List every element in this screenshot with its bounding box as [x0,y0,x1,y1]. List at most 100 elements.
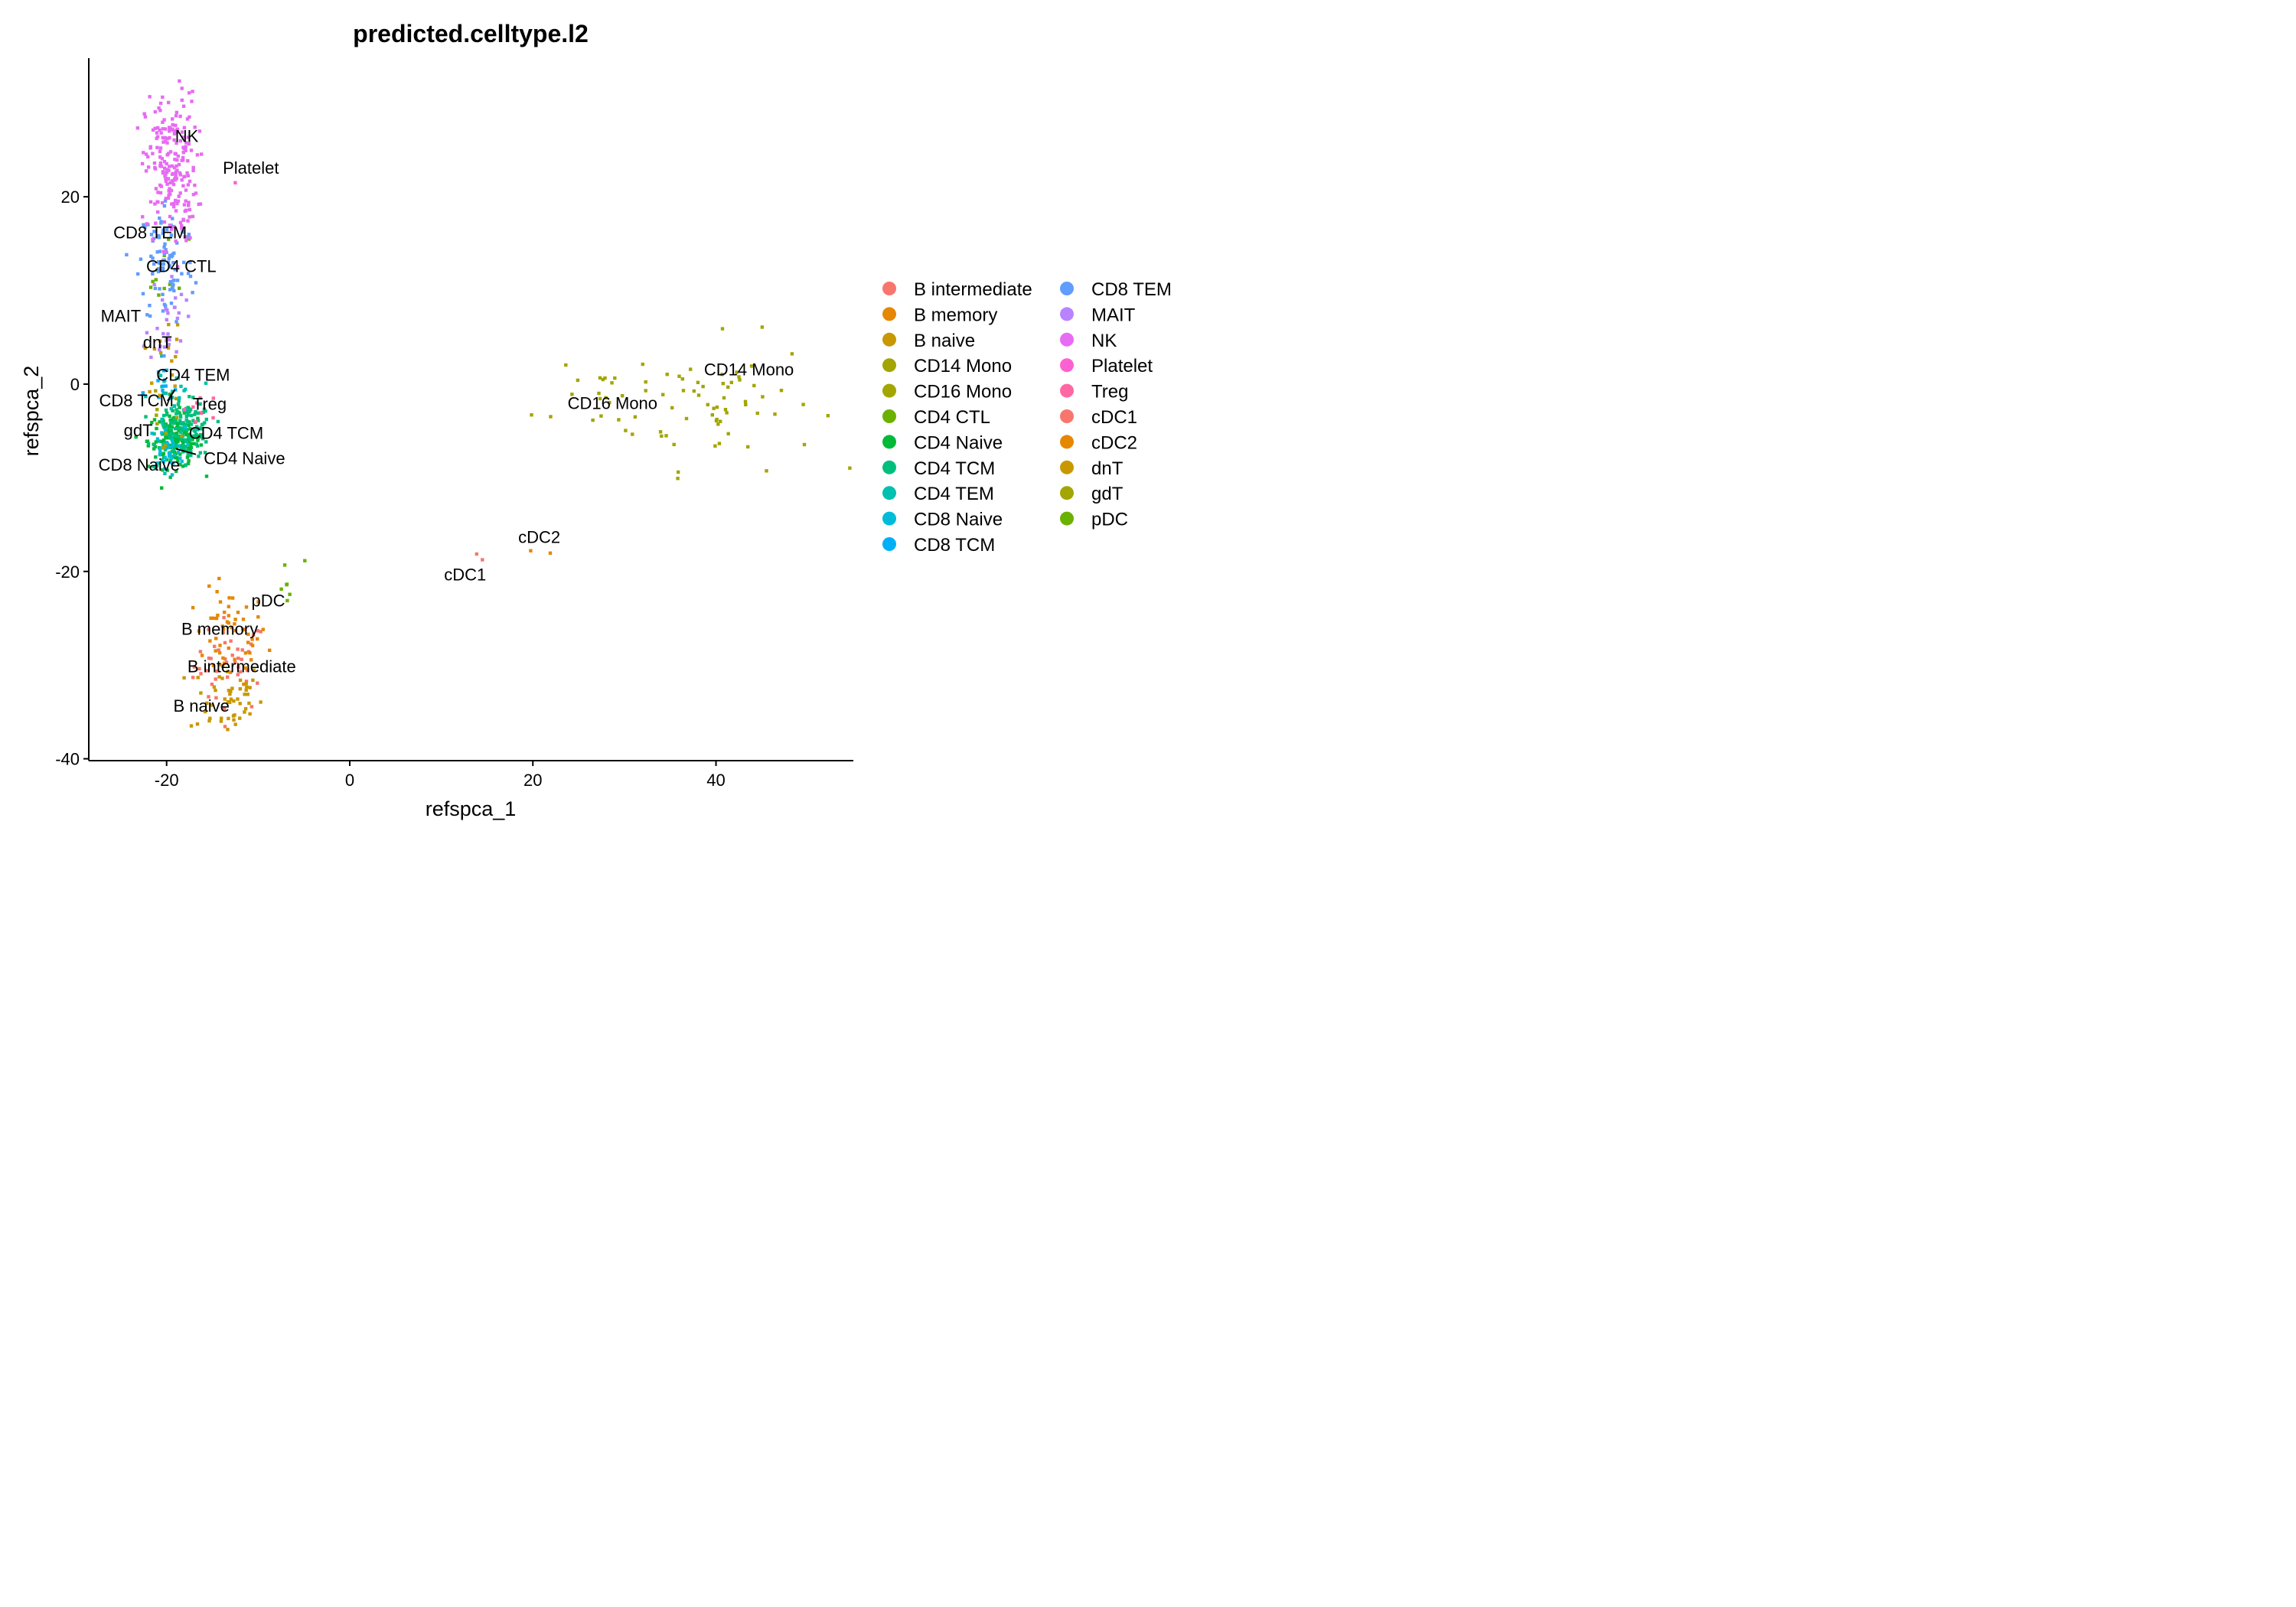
point-nk [164,179,168,183]
point-b-intermediate [259,630,263,634]
point-cd4-naive [153,445,158,449]
point-cd16-mono [633,415,638,419]
point-b-intermediate [244,680,249,683]
point-cd14-mono [641,362,644,367]
point-cd8-tem [182,260,186,265]
y-tick-label: -20 [55,562,80,582]
legend-label-cdc2: cDC2 [1091,432,1137,453]
point-b-naive [189,724,194,728]
point-cd16-mono [706,403,709,406]
point-dnt [150,381,154,385]
point-cd14-mono [848,466,852,470]
point-cd8-tem [149,254,153,259]
point-cd4-tcm [152,432,156,436]
point-b-naive [220,716,223,720]
legend: B intermediate B memory B naive CD14 Mono CD… [882,279,1172,556]
legend-key-cd4-ctl [882,409,896,423]
point-cd8-naive [158,453,162,457]
point-cd8-tem [186,272,191,275]
cluster-label: cDC2 [518,527,560,546]
point-cd8-naive [171,444,174,448]
point-b-intermediate [197,667,201,671]
point-gdt [163,444,168,448]
point-nk [185,171,189,175]
point-b-intermediate [223,641,227,645]
point-cd8-naive [180,459,184,463]
point-nk [151,152,155,155]
point-cd8-tem [151,272,155,275]
point-cd4-naive [164,435,168,438]
point-cd4-tcm [184,463,188,467]
point-cd4-naive [159,439,163,444]
point-nk [178,191,182,195]
point-cd8-tcm [157,396,161,399]
point-cd4-tcm [164,408,168,412]
point-cd8-tem [152,230,156,233]
point-b-intermediate [207,695,210,699]
point-nk [154,187,158,191]
point-b-intermediate [240,648,244,652]
point-cd14-mono [752,383,756,388]
point-b-naive [207,719,211,723]
point-b-naive [205,701,209,706]
point-cd8-tem [155,250,159,254]
point-cd8-naive [150,432,154,435]
label-leader-line [175,448,197,455]
point-cd4-tem [144,395,148,399]
point-cd4-tcm [181,450,185,454]
point-nk [170,164,174,168]
point-nk [146,165,151,169]
point-cd4-naive [175,437,180,441]
point-b-naive [243,710,246,714]
point-cd8-naive [177,444,181,448]
point-nk [155,135,160,139]
point-cd4-tcm [193,412,197,416]
point-b-naive [245,685,249,689]
point-nk [176,154,180,158]
point-cd14-mono [712,406,716,410]
point-nk [172,166,177,170]
point-cd14-mono [746,445,750,449]
point-cd4-tcm [188,395,191,399]
point-cd8-tem [171,283,175,287]
legend-label-cd8-tcm: CD8 TCM [914,535,995,556]
point-cd8-tem [168,253,172,258]
point-b-memory [197,629,201,633]
point-b-naive [220,676,224,680]
point-nk [171,117,174,121]
point-nk [175,201,179,206]
point-cd8-naive [167,451,171,455]
point-cd4-naive [184,430,188,435]
point-nk [197,202,201,207]
point-nk [164,139,168,143]
point-cd4-naive [161,452,165,457]
legend-label-cd14-mono: CD14 Mono [914,356,1012,376]
point-nk [188,115,191,119]
point-cd4-naive [174,432,178,436]
point-cd14-mono [744,403,748,406]
point-b-memory [207,584,211,588]
point-cd8-tem [125,253,129,257]
point-cdc2 [548,551,553,555]
point-nk [145,222,148,226]
point-cd4-naive [174,469,178,473]
point-nk [170,172,174,176]
legend-label-nk: NK [1091,331,1117,351]
point-mait [174,350,178,354]
point-cd8-naive [169,456,174,460]
legend-label-cd8-naive: CD8 Naive [914,510,1003,530]
point-cd4-naive [178,452,182,456]
point-cd16-mono [664,434,668,438]
point-cd4-naive [161,468,165,472]
point-cd4-tcm [184,445,188,449]
cluster-label: CD8 Naive [99,455,180,474]
point-nk [158,146,163,150]
point-b-memory [218,663,222,667]
point-cd4-naive [164,422,168,426]
point-nk [162,220,167,224]
legend-label-cd4-naive: CD4 Naive [914,432,1003,453]
cluster-label: B memory [181,619,258,638]
point-cd4-tcm [201,433,204,437]
legend-label-mait: MAIT [1091,305,1136,325]
point-nk [158,128,161,132]
